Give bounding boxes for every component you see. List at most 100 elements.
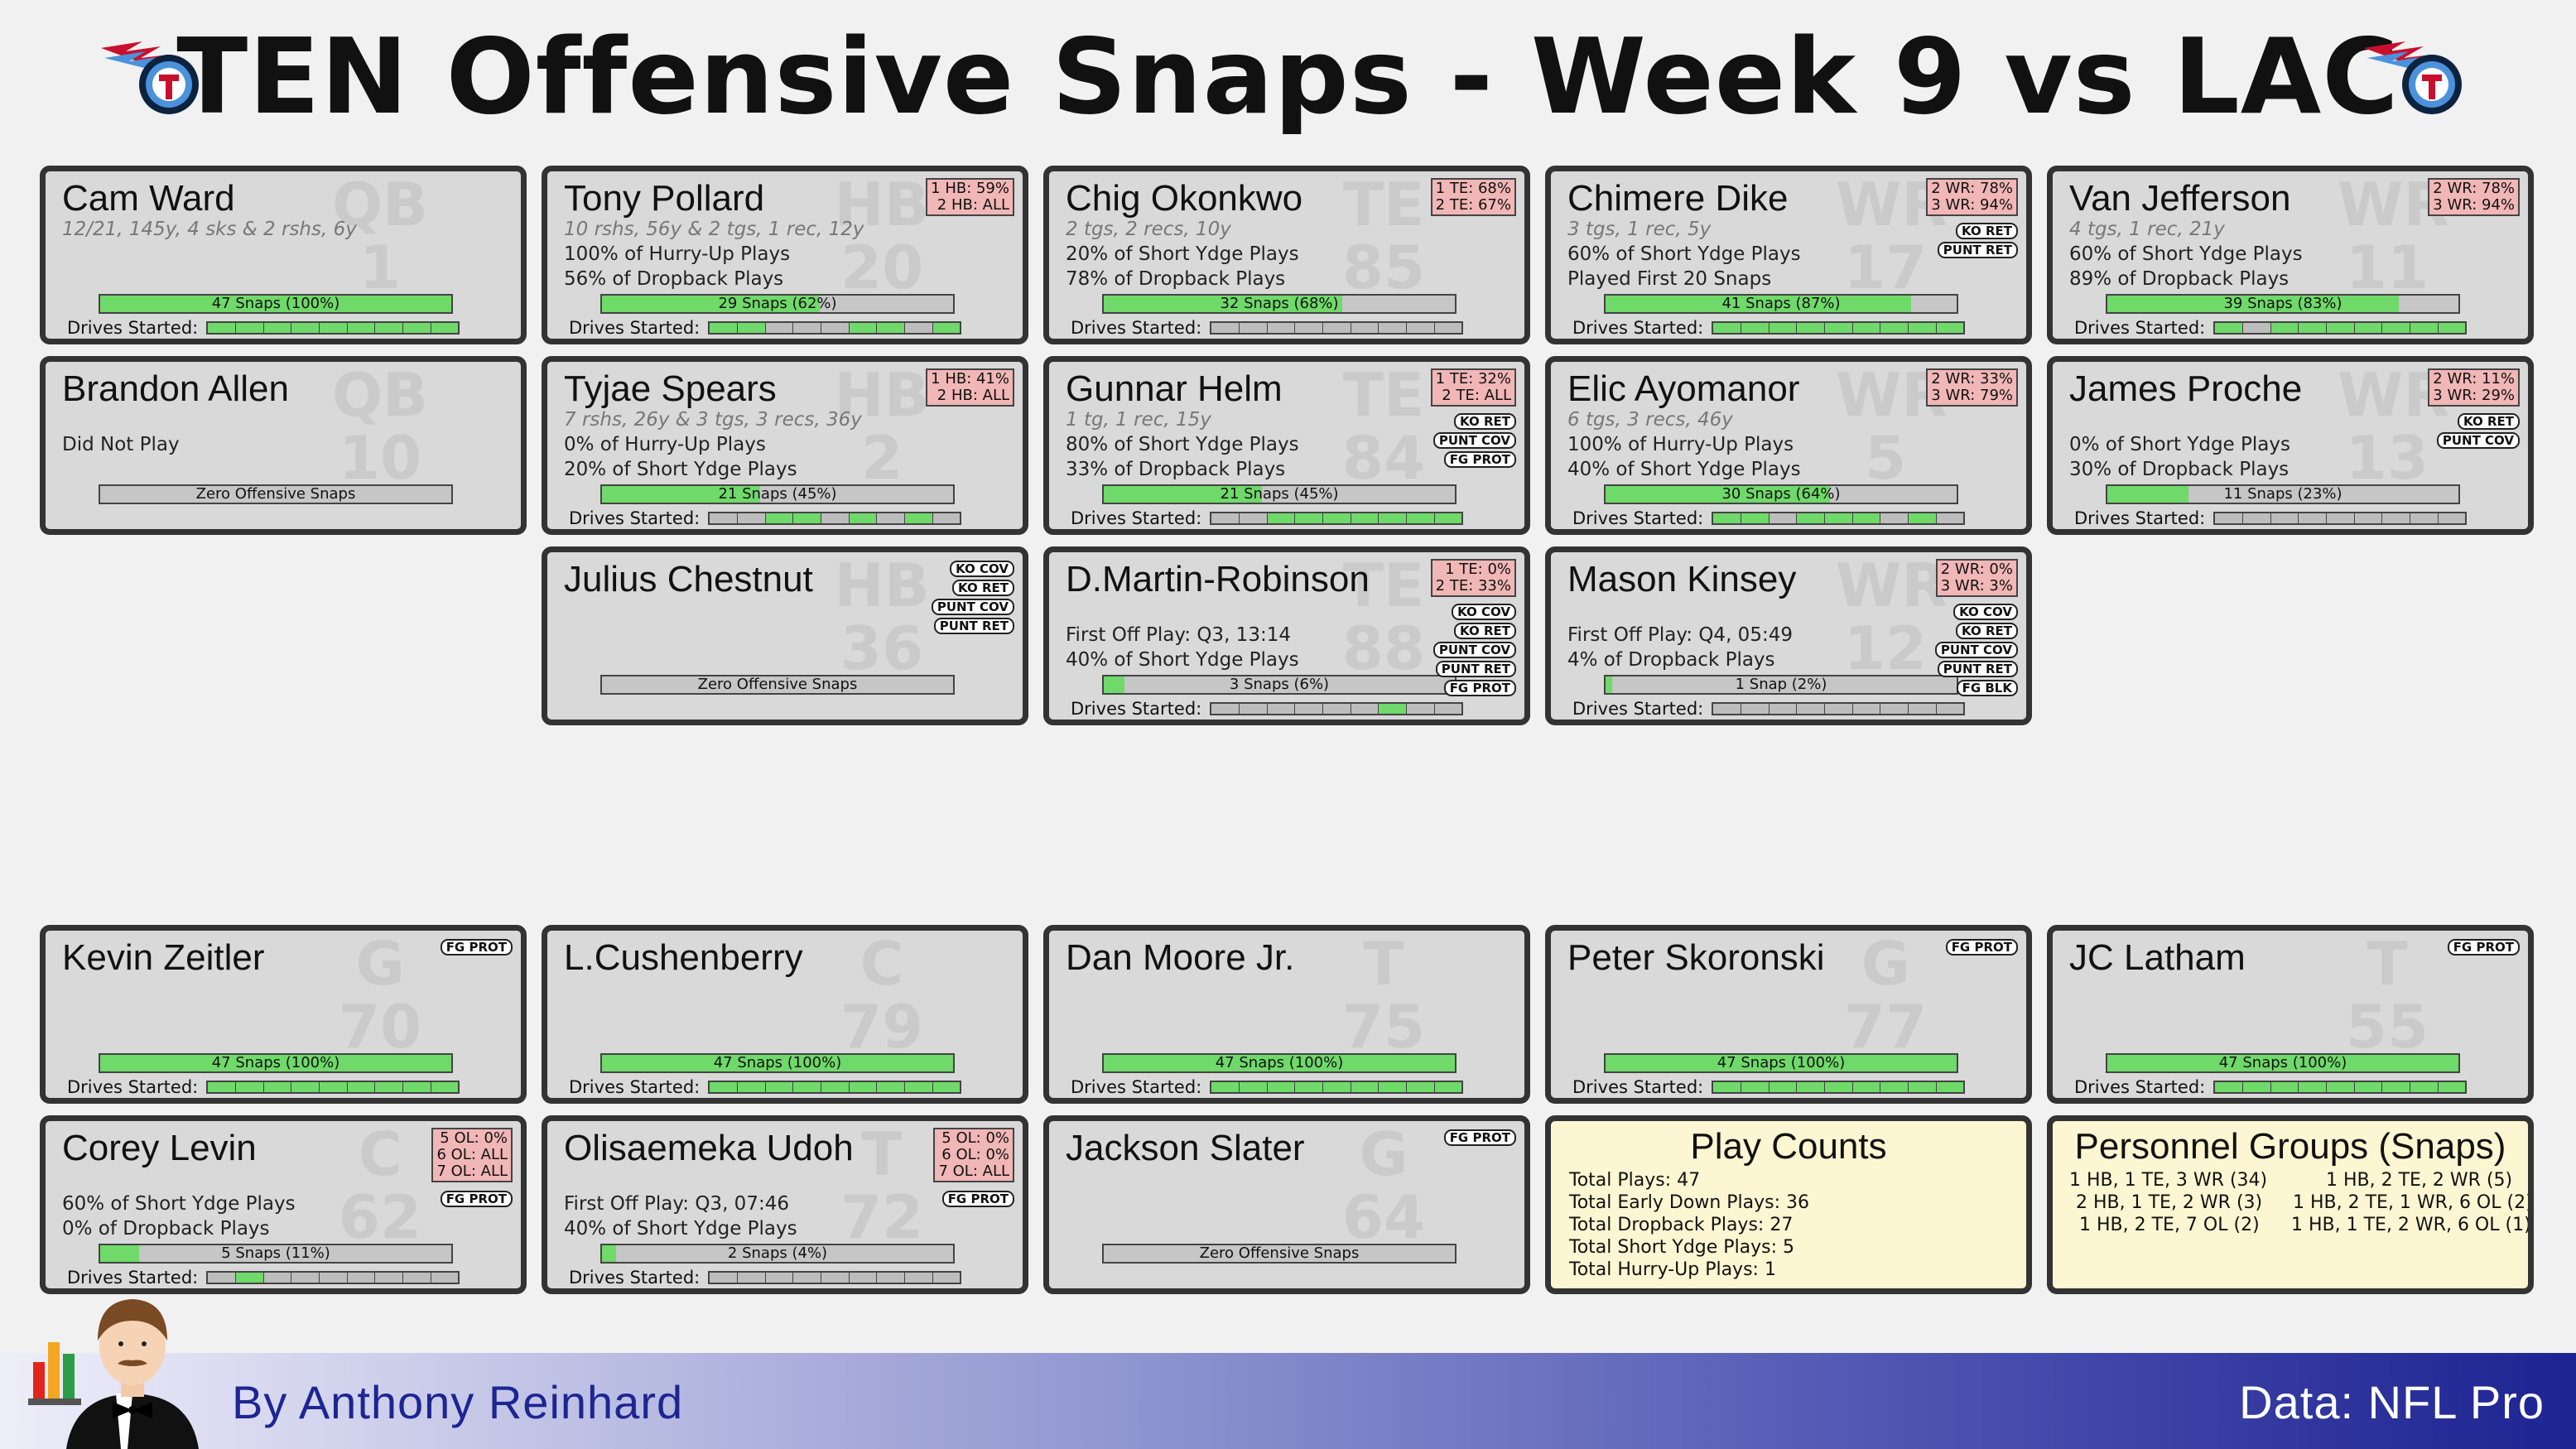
- drive-segment: [263, 1273, 292, 1283]
- drive-segment: [2382, 323, 2410, 333]
- drive-segment: [235, 323, 264, 333]
- position-pct: 2 WR: 11%: [2433, 370, 2515, 388]
- drive-segments: [1712, 702, 1966, 715]
- drive-segment: [821, 513, 850, 523]
- player-name: Mason Kinsey: [1567, 559, 1797, 599]
- drive-segment: [1741, 323, 1769, 333]
- position-pct: 2 HB: ALL: [937, 196, 1009, 214]
- position-number-watermark: WR 17: [1836, 173, 1948, 299]
- player-name: Gunnar Helm: [1066, 368, 1283, 409]
- position-pct: 6 OL: ALL: [436, 1146, 508, 1163]
- drive-segment: [1406, 323, 1435, 333]
- special-teams-tag: FG PROT: [1443, 451, 1516, 468]
- drive-segment: [1936, 513, 1964, 523]
- drive-segment: [2410, 513, 2439, 523]
- special-teams-tag: FG PROT: [440, 1191, 513, 1207]
- special-teams-tag: PUNT COV: [1432, 642, 1516, 658]
- usage-line: 89% of Dropback Plays: [2069, 268, 2290, 290]
- position-label: WR: [2338, 360, 2449, 430]
- drive-segment: [2410, 1082, 2439, 1092]
- drive-segment: [2299, 323, 2327, 333]
- drive-segment: [1406, 1082, 1435, 1092]
- drive-segment: [1852, 704, 1881, 714]
- drive-segment: [737, 513, 766, 523]
- jersey-number: 85: [1341, 233, 1426, 302]
- jersey-number: 11: [2345, 233, 2429, 302]
- drive-segment: [1351, 704, 1379, 714]
- drive-segment: [849, 323, 878, 333]
- position-pct: 1 TE: 68%: [1435, 180, 1511, 197]
- usage-line: 4% of Dropback Plays: [1567, 649, 1775, 671]
- usage-line: 0% of Short Ydge Plays: [2069, 434, 2290, 455]
- drive-segment: [1267, 323, 1296, 333]
- drive-segment: [2326, 513, 2355, 523]
- jersey-number: 20: [840, 233, 924, 302]
- drive-segment: [765, 1082, 794, 1092]
- position-pct: 3 WR: 3%: [1940, 577, 2013, 595]
- drive-segment: [1880, 704, 1909, 714]
- position-pct: 1 TE: 0%: [1445, 561, 1511, 578]
- data-source: Data: NFL Pro: [2239, 1376, 2545, 1428]
- position-label: TE: [1342, 360, 1425, 430]
- special-teams-tag: KO RET: [952, 580, 1014, 596]
- position-pct: 2 HB: ALL: [937, 387, 1009, 404]
- special-teams-tag: FG PROT: [2447, 939, 2520, 956]
- drives-started-label: Drives Started:: [1572, 318, 1704, 338]
- snap-bar-label: 47 Snaps (100%): [211, 295, 340, 312]
- drives-started-label: Drives Started:: [2074, 1077, 2206, 1097]
- snap-bar: 47 Snaps (100%): [99, 294, 453, 314]
- position-pct: 5 OL: 0%: [440, 1129, 508, 1147]
- drives-started: Drives Started:: [2074, 317, 2468, 339]
- jersey-number: 2: [860, 423, 903, 493]
- drive-segment: [1322, 704, 1351, 714]
- snap-bar-fill: [1606, 296, 1911, 312]
- drive-segment: [2270, 513, 2299, 523]
- drive-segment: [849, 1273, 878, 1283]
- position-number-watermark: WR 11: [2338, 173, 2449, 302]
- snap-bar: 21 Snaps (45%): [1102, 484, 1457, 504]
- snap-bar: 1 Snap (2%): [1604, 675, 1958, 695]
- drive-segment: [1824, 323, 1853, 333]
- position-number-watermark: HB 20: [832, 173, 932, 299]
- drive-segment: [208, 323, 236, 333]
- drive-segment: [1713, 513, 1741, 523]
- drive-segment: [1434, 513, 1462, 523]
- position-pct-box: 1 HB: 41% 2 HB: ALL: [926, 368, 1014, 407]
- special-teams-tag: KO RET: [2458, 413, 2520, 430]
- drive-segment: [1936, 1082, 1964, 1092]
- drives-started-label: Drives Started:: [2074, 508, 2206, 528]
- position-pct: 3 WR: 94%: [2433, 196, 2515, 214]
- drive-segment: [1379, 1082, 1407, 1092]
- drives-started: Drives Started:: [569, 1267, 962, 1288]
- drive-segment: [904, 1082, 933, 1092]
- snap-bar-fill: [1606, 486, 1831, 503]
- snap-bar-fill: [602, 1055, 953, 1071]
- stat-line: 2 tgs, 2 recs, 10y: [1066, 219, 1231, 240]
- drive-segment: [1351, 1082, 1379, 1092]
- drive-segment: [765, 323, 794, 333]
- drive-segment: [431, 1082, 459, 1092]
- drives-started: Drives Started:: [2074, 508, 2468, 529]
- special-teams-tag: KO RET: [1956, 623, 2018, 639]
- drive-segment: [877, 1273, 905, 1283]
- special-teams-tag: KO RET: [1956, 223, 2018, 239]
- usage-line: 60% of Short Ydge Plays: [1567, 243, 1801, 265]
- drive-segment: [1908, 323, 1937, 333]
- drives-started: Drives Started:: [1572, 508, 1966, 529]
- drive-segment: [1239, 323, 1268, 333]
- author-avatar-icon: [28, 1299, 199, 1449]
- drive-segment: [2382, 1082, 2410, 1092]
- drive-segment: [347, 1273, 376, 1283]
- special-teams-tags: FG PROT: [941, 1191, 1014, 1207]
- drive-segment: [2215, 1082, 2243, 1092]
- player-card: WR 12 Mason Kinsey First Off Play: Q4, 05:4…: [1545, 546, 2032, 725]
- jersey-number: 62: [338, 1182, 422, 1252]
- drive-segment: [1824, 704, 1853, 714]
- snap-bar-label: Zero Offensive Snaps: [697, 676, 858, 693]
- drives-started-label: Drives Started:: [67, 1077, 199, 1097]
- drive-segment: [2354, 323, 2383, 333]
- drive-segment: [2242, 323, 2271, 333]
- drives-started: Drives Started:: [569, 508, 962, 529]
- personnel-group: 1 HB, 2 TE, 1 WR, 6 OL (2): [2293, 1192, 2533, 1213]
- drive-segment: [710, 323, 738, 333]
